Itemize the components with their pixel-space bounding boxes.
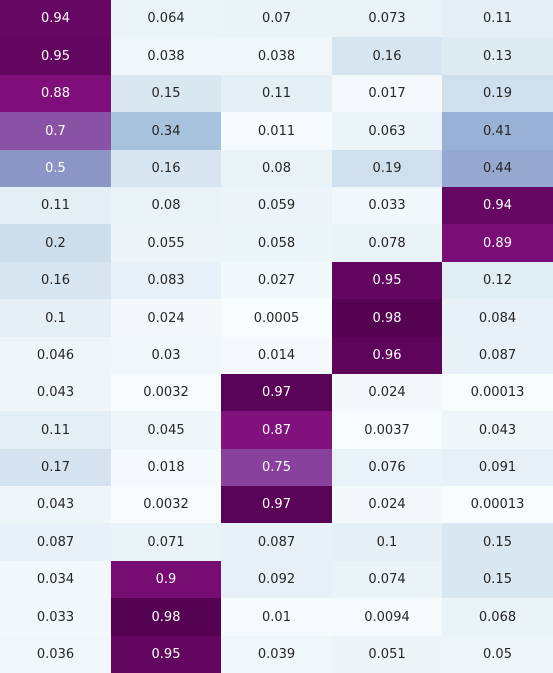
heatmap-cell: 0.051 (332, 636, 442, 673)
heatmap-cell: 0.0032 (111, 374, 221, 411)
heatmap-cell: 0.41 (442, 112, 553, 150)
heatmap-cell: 0.12 (442, 262, 553, 299)
heatmap-cell: 0.027 (221, 262, 332, 299)
heatmap-cell: 0.045 (111, 411, 221, 449)
heatmap-cell: 0.08 (221, 150, 332, 187)
heatmap-cell: 0.083 (111, 262, 221, 299)
heatmap-cell: 0.19 (442, 75, 553, 112)
heatmap-cell: 0.046 (0, 337, 111, 374)
heatmap-cell: 0.0037 (332, 411, 442, 449)
heatmap-cell: 0.036 (0, 636, 111, 673)
heatmap-cell: 0.97 (221, 486, 332, 523)
heatmap-cell: 0.75 (221, 449, 332, 486)
heatmap-cell: 0.073 (332, 0, 442, 37)
heatmap-cell: 0.11 (221, 75, 332, 112)
heatmap-cell: 0.076 (332, 449, 442, 486)
heatmap-cell: 0.034 (0, 561, 111, 598)
heatmap-cell: 0.9 (111, 561, 221, 598)
heatmap-cell: 0.34 (111, 112, 221, 150)
heatmap-cell: 0.94 (442, 187, 553, 224)
heatmap-cell: 0.058 (221, 224, 332, 262)
heatmap-cell: 0.0005 (221, 299, 332, 337)
heatmap-cell: 0.084 (442, 299, 553, 337)
heatmap-cell: 0.038 (111, 37, 221, 75)
heatmap-cell: 0.078 (332, 224, 442, 262)
heatmap-cell: 0.98 (111, 598, 221, 636)
heatmap-cell: 0.98 (332, 299, 442, 337)
heatmap-cell: 0.087 (0, 523, 111, 561)
heatmap-cell: 0.88 (0, 75, 111, 112)
heatmap-cell: 0.89 (442, 224, 553, 262)
heatmap-cell: 0.5 (0, 150, 111, 187)
heatmap-cell: 0.038 (221, 37, 332, 75)
heatmap-cell: 0.17 (0, 449, 111, 486)
heatmap-cell: 0.00013 (442, 374, 553, 411)
heatmap-cell: 0.07 (221, 0, 332, 37)
heatmap-cell: 0.7 (0, 112, 111, 150)
heatmap-cell: 0.11 (0, 411, 111, 449)
heatmap-cell: 0.01 (221, 598, 332, 636)
heatmap-cell: 0.1 (332, 523, 442, 561)
heatmap-cell: 0.15 (442, 561, 553, 598)
heatmap-cell: 0.2 (0, 224, 111, 262)
heatmap-cell: 0.039 (221, 636, 332, 673)
heatmap-cell: 0.011 (221, 112, 332, 150)
heatmap-cell: 0.95 (111, 636, 221, 673)
heatmap-cell: 0.19 (332, 150, 442, 187)
heatmap-cell: 0.15 (111, 75, 221, 112)
heatmap-cell: 0.074 (332, 561, 442, 598)
heatmap-cell: 0.87 (221, 411, 332, 449)
heatmap-cell: 0.96 (332, 337, 442, 374)
heatmap-cell: 0.043 (0, 374, 111, 411)
heatmap-cell: 0.092 (221, 561, 332, 598)
heatmap-cell: 0.055 (111, 224, 221, 262)
heatmap-cell: 0.03 (111, 337, 221, 374)
heatmap-cell: 0.97 (221, 374, 332, 411)
heatmap-cell: 0.068 (442, 598, 553, 636)
heatmap-cell: 0.018 (111, 449, 221, 486)
heatmap-cell: 0.95 (332, 262, 442, 299)
heatmap-cell: 0.94 (0, 0, 111, 37)
heatmap-cell: 0.024 (111, 299, 221, 337)
heatmap-cell: 0.091 (442, 449, 553, 486)
heatmap-cell: 0.13 (442, 37, 553, 75)
heatmap-cell: 0.033 (0, 598, 111, 636)
heatmap-cell: 0.0094 (332, 598, 442, 636)
heatmap-cell: 0.16 (0, 262, 111, 299)
heatmap-cell: 0.014 (221, 337, 332, 374)
heatmap-cell: 0.043 (442, 411, 553, 449)
heatmap-cell: 0.1 (0, 299, 111, 337)
heatmap-cell: 0.087 (442, 337, 553, 374)
heatmap-cell: 0.15 (442, 523, 553, 561)
heatmap-cell: 0.95 (0, 37, 111, 75)
heatmap-cell: 0.16 (332, 37, 442, 75)
heatmap-cell: 0.00013 (442, 486, 553, 523)
heatmap-cell: 0.16 (111, 150, 221, 187)
heatmap-cell: 0.087 (221, 523, 332, 561)
heatmap-cell: 0.05 (442, 636, 553, 673)
heatmap-cell: 0.11 (442, 0, 553, 37)
heatmap-cell: 0.44 (442, 150, 553, 187)
heatmap-cell: 0.024 (332, 374, 442, 411)
heatmap-cell: 0.033 (332, 187, 442, 224)
heatmap-cell: 0.08 (111, 187, 221, 224)
heatmap-cell: 0.11 (0, 187, 111, 224)
heatmap-cell: 0.024 (332, 486, 442, 523)
heatmap-cell: 0.043 (0, 486, 111, 523)
heatmap-cell: 0.063 (332, 112, 442, 150)
heatmap-cell: 0.064 (111, 0, 221, 37)
heatmap-cell: 0.0032 (111, 486, 221, 523)
heatmap-cell: 0.059 (221, 187, 332, 224)
heatmap-cell: 0.071 (111, 523, 221, 561)
heatmap-cell: 0.017 (332, 75, 442, 112)
